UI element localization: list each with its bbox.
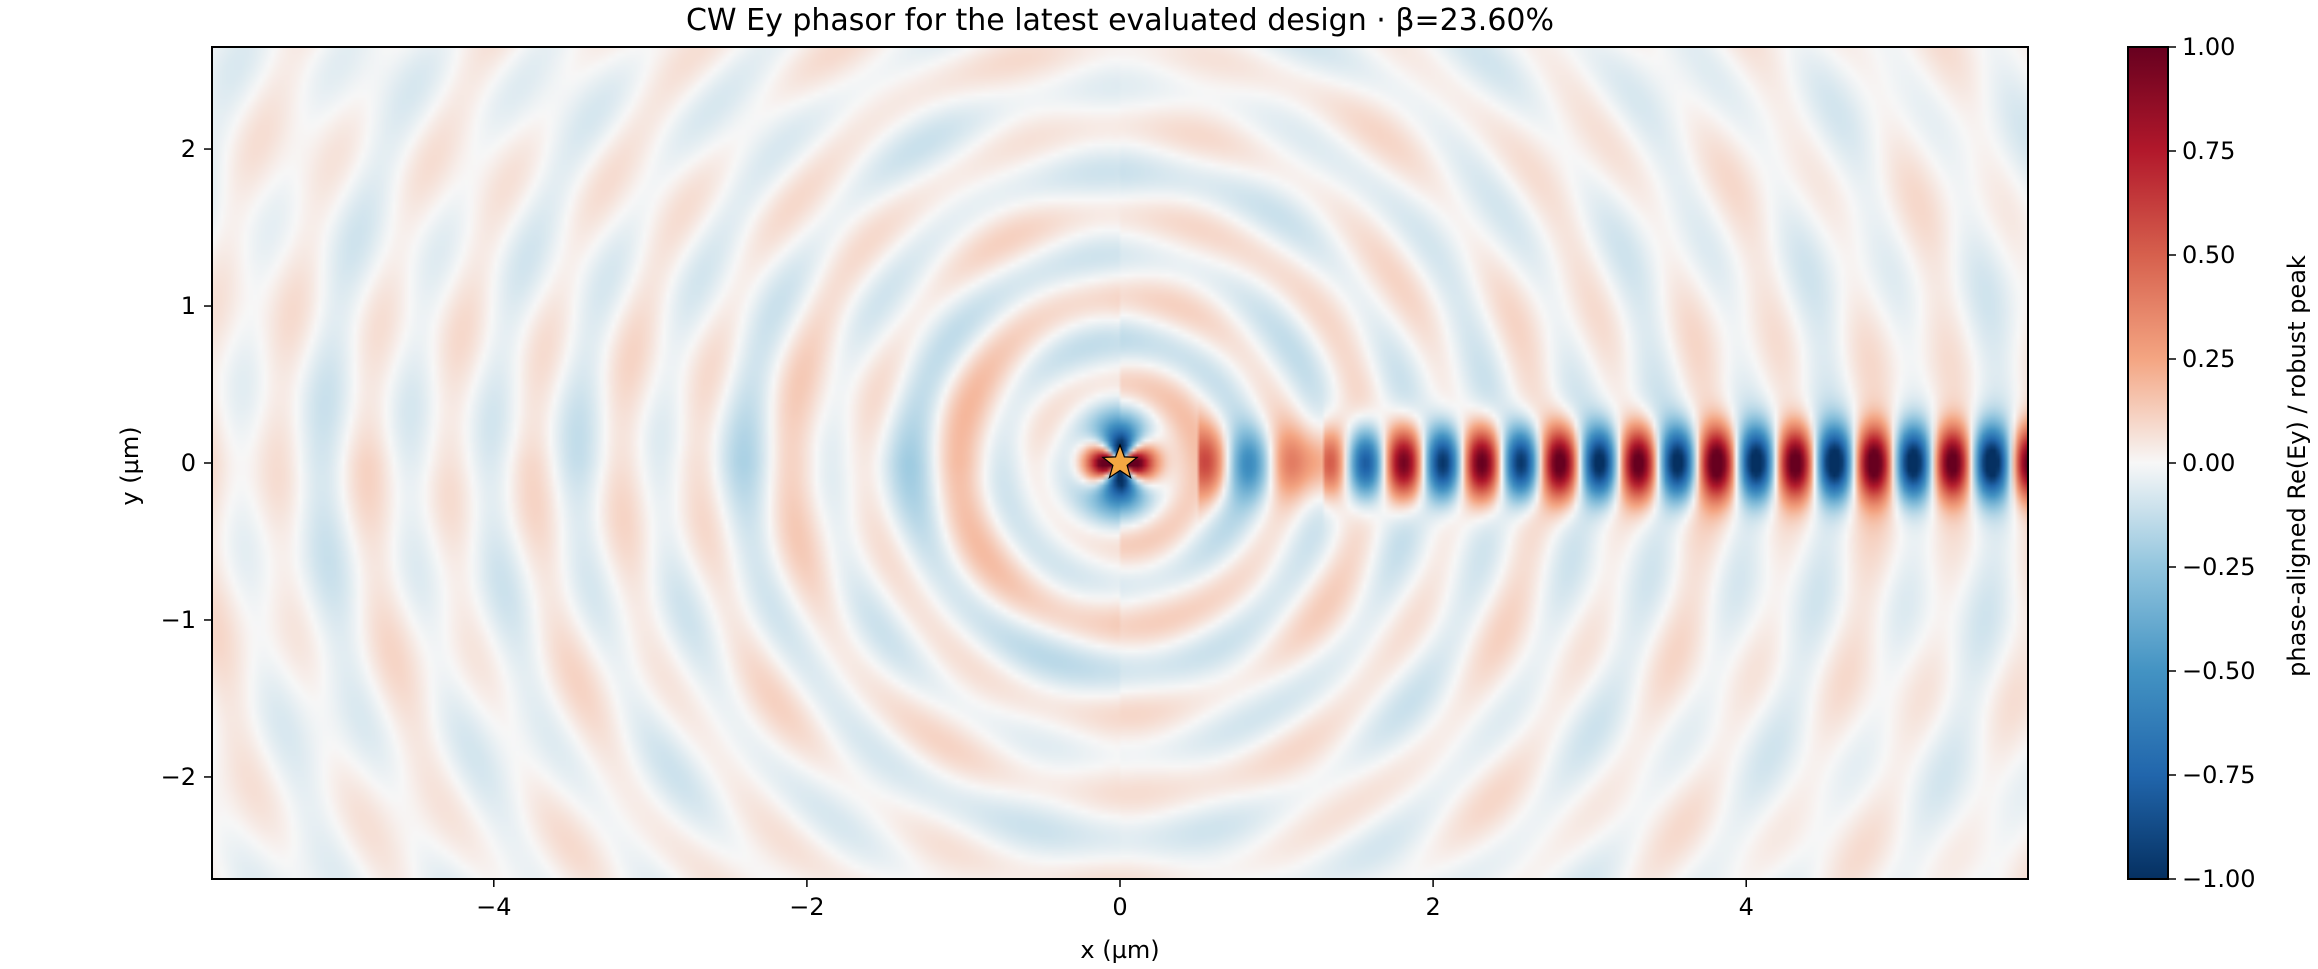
source-marker bbox=[1101, 443, 1139, 480]
colorbar-ticks: −1.00 −0.75 −0.50 −0.25 0.00 0.25 0.50 0.75 1.00 bbox=[2168, 33, 2256, 893]
x-tick-label: −4 bbox=[476, 893, 511, 921]
colorbar-tick-label: 0.75 bbox=[2182, 137, 2235, 165]
colorbar-tick-label: −0.25 bbox=[2182, 553, 2256, 581]
x-tick-label: 0 bbox=[1112, 893, 1127, 921]
colorbar-tick-label: 0.00 bbox=[2182, 449, 2235, 477]
y-tick-label: −2 bbox=[161, 763, 196, 791]
y-tick-label: −1 bbox=[161, 606, 196, 634]
colorbar-tick-label: 0.50 bbox=[2182, 241, 2235, 269]
colorbar-tick-label: −0.50 bbox=[2182, 657, 2256, 685]
chart-title: CW Ey phasor for the latest evaluated de… bbox=[686, 3, 1554, 38]
y-axis-label: y (µm) bbox=[116, 426, 144, 505]
colorbar bbox=[2127, 46, 2169, 880]
source-star bbox=[1101, 443, 1139, 480]
y-tick-label: 1 bbox=[181, 292, 196, 320]
x-tick-label: 2 bbox=[1425, 893, 1440, 921]
y-tick-label: 2 bbox=[181, 135, 196, 163]
y-axis-ticks: −2 −1 0 1 2 bbox=[161, 135, 212, 791]
x-axis-ticks: −4 −2 0 2 4 bbox=[476, 879, 1754, 921]
x-tick-label: −2 bbox=[789, 893, 824, 921]
colorbar-label: phase-aligned Re(Ey) / robust peak bbox=[2283, 255, 2311, 677]
x-axis-label: x (µm) bbox=[1080, 936, 1159, 964]
colorbar-tick-label: 0.25 bbox=[2182, 345, 2235, 373]
colorbar-tick-label: 1.00 bbox=[2182, 33, 2235, 61]
colorbar-tick-label: −0.75 bbox=[2182, 761, 2256, 789]
x-tick-label: 4 bbox=[1739, 893, 1754, 921]
y-tick-label: 0 bbox=[181, 449, 196, 477]
colorbar-tick-label: −1.00 bbox=[2182, 865, 2256, 893]
